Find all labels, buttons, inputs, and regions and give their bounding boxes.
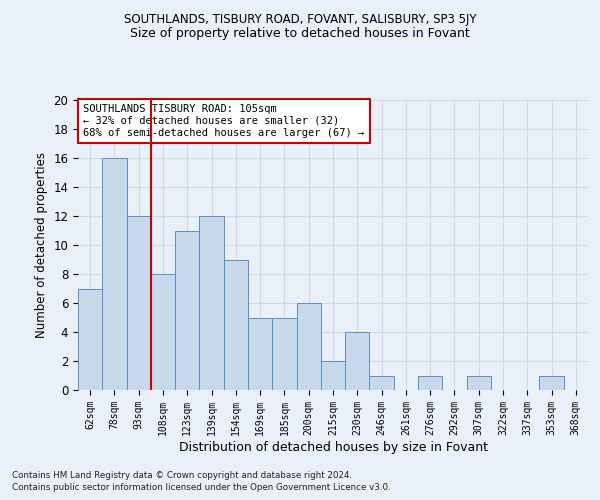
- Bar: [224, 260, 248, 390]
- Bar: [345, 332, 370, 390]
- Bar: [467, 376, 491, 390]
- Text: Size of property relative to detached houses in Fovant: Size of property relative to detached ho…: [130, 28, 470, 40]
- Bar: [539, 376, 564, 390]
- Bar: [151, 274, 175, 390]
- Y-axis label: Number of detached properties: Number of detached properties: [35, 152, 48, 338]
- Text: Distribution of detached houses by size in Fovant: Distribution of detached houses by size …: [179, 441, 488, 454]
- Bar: [127, 216, 151, 390]
- Bar: [370, 376, 394, 390]
- Bar: [78, 288, 102, 390]
- Text: Contains public sector information licensed under the Open Government Licence v3: Contains public sector information licen…: [12, 484, 391, 492]
- Text: Contains HM Land Registry data © Crown copyright and database right 2024.: Contains HM Land Registry data © Crown c…: [12, 471, 352, 480]
- Bar: [296, 303, 321, 390]
- Bar: [175, 230, 199, 390]
- Bar: [418, 376, 442, 390]
- Bar: [102, 158, 127, 390]
- Bar: [199, 216, 224, 390]
- Text: SOUTHLANDS, TISBURY ROAD, FOVANT, SALISBURY, SP3 5JY: SOUTHLANDS, TISBURY ROAD, FOVANT, SALISB…: [124, 12, 476, 26]
- Bar: [272, 318, 296, 390]
- Text: SOUTHLANDS TISBURY ROAD: 105sqm
← 32% of detached houses are smaller (32)
68% of: SOUTHLANDS TISBURY ROAD: 105sqm ← 32% of…: [83, 104, 364, 138]
- Bar: [321, 361, 345, 390]
- Bar: [248, 318, 272, 390]
